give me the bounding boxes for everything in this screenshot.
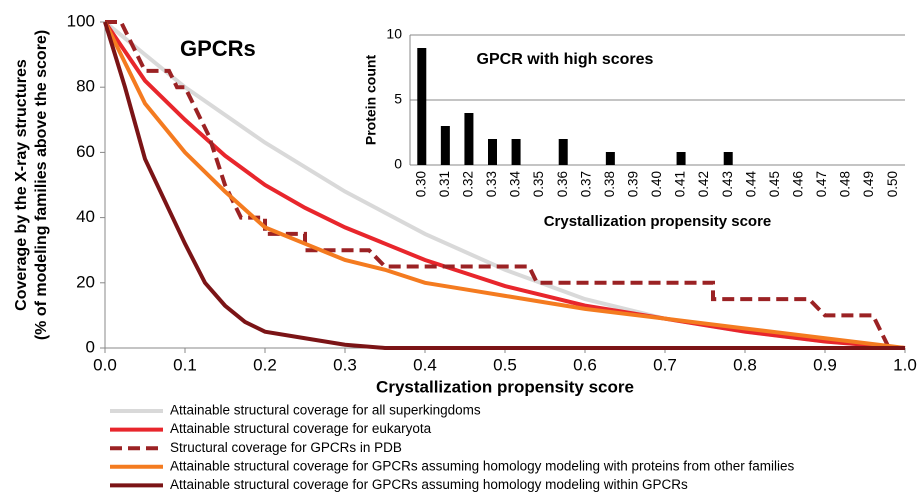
bar [440,126,450,165]
y-tick-label: 20 [76,272,95,291]
bar [488,139,497,165]
x-tick-label: 0.30 [413,171,428,197]
x-tick-label: 0.36 [555,171,570,197]
x-tick-label: 0.44 [743,171,758,198]
x-tick-label: 0.38 [602,171,617,197]
x-tick-label: 0.0 [93,355,117,374]
y-axis-label: Coverage by the X-ray structures [13,59,30,311]
x-tick-label: 0.40 [649,171,664,197]
legend-label: Attainable structural coverage for GPCRs… [170,458,795,473]
x-tick-label: 0.46 [790,171,805,197]
y-tick-label: 40 [76,207,95,226]
legend-label: Attainable structural coverage for all s… [170,403,481,418]
y-tick-label: 80 [76,77,95,96]
bar [605,152,615,165]
x-tick-label: 0.49 [861,171,876,197]
x-tick-label: 0.35 [531,171,546,197]
bar [558,139,568,165]
x-tick-label: 0.31 [437,171,452,197]
series-line [103,21,906,350]
y-tick-label: 5 [394,91,402,107]
x-tick-label: 0.45 [767,171,782,197]
y-tick-label: 100 [67,11,95,30]
y-tick-label: 60 [76,142,95,161]
x-tick-label: 0.4 [413,355,437,374]
series-line [103,21,905,350]
x-tick-label: 0.48 [838,171,853,197]
legend-label: Attainable structural coverage for GPCRs… [170,477,688,492]
y-tick-label: 10 [386,26,402,42]
x-tick-label: 0.32 [460,171,475,197]
bar [464,113,474,165]
x-tick-label: 0.5 [493,355,517,374]
x-tick-label: 0.42 [696,171,711,197]
x-tick-label: 0.39 [625,171,640,197]
bar [676,152,686,165]
x-tick-label: 0.41 [673,171,688,197]
x-tick-label: 0.37 [578,171,593,197]
x-tick-label: 1.0 [893,355,917,374]
x-tick-label: 0.33 [484,171,499,197]
x-tick-label: 0.6 [573,355,597,374]
bar [511,139,521,165]
legend-label: Attainable structural coverage for eukar… [170,421,432,436]
x-tick-label: 0.1 [173,355,197,374]
x-tick-label: 0.43 [720,171,735,197]
x-tick-label: 0.7 [653,355,677,374]
bar [417,48,427,165]
x-tick-label: 0.3 [333,355,357,374]
x-tick-label: 0.8 [733,355,757,374]
legend-label: Structural coverage for GPCRs in PDB [170,440,402,455]
y-tick-label: 0 [86,337,95,356]
y-axis-label: (% of modeling families above the score) [33,30,50,340]
bar [723,152,733,165]
x-axis-label: Crystallization propensity score [376,377,634,396]
x-tick-label: 0.9 [813,355,837,374]
annotation: GPCRs [180,36,256,61]
y-tick-label: 0 [394,156,402,172]
x-axis-label: Crystallization propensity score [544,213,772,230]
x-tick-label: 0.50 [885,171,900,197]
x-tick-label: 0.34 [508,171,523,198]
x-tick-label: 0.47 [814,171,829,197]
x-tick-label: 0.2 [253,355,277,374]
y-axis-label: Protein count [363,55,379,146]
chart-title: GPCR with high scores [477,51,654,68]
